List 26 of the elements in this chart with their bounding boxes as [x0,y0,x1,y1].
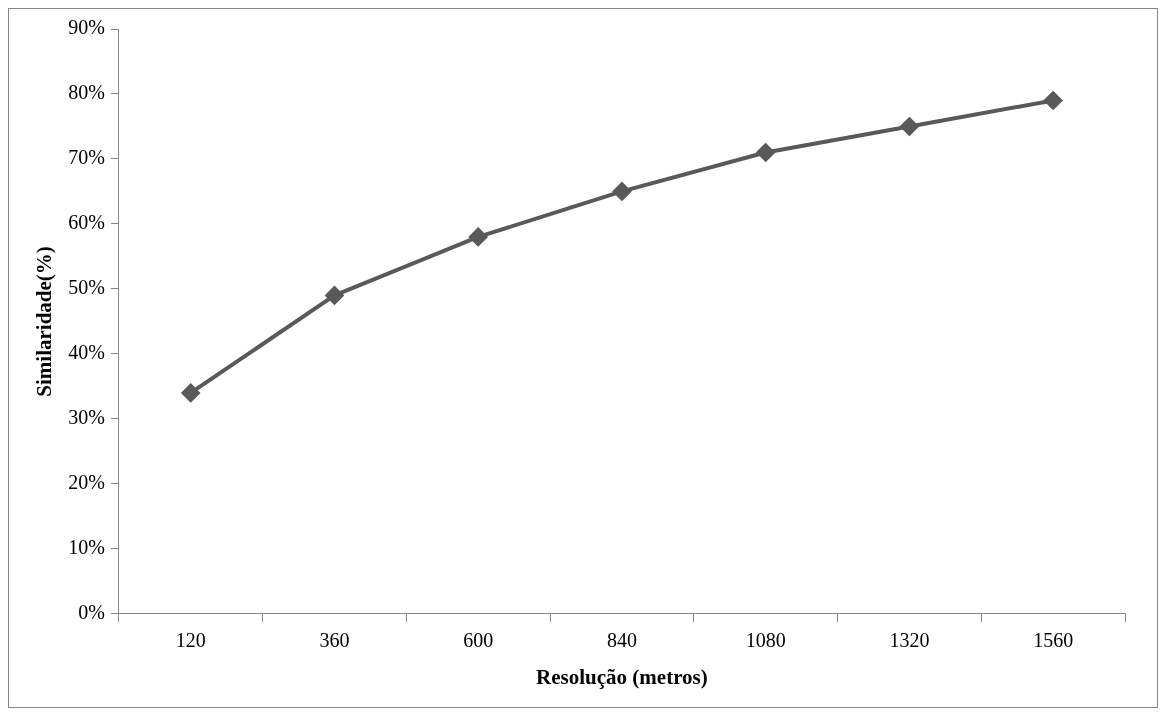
point [325,286,344,305]
x-tick-label: 360 [319,629,350,652]
point [756,143,775,162]
x-tick-label: 1560 [1033,629,1074,652]
point [181,383,200,402]
x-tick-label: 120 [175,629,206,652]
y-tick-label: 90% [68,16,105,39]
point [1044,91,1063,110]
x-tick-label: 1080 [745,629,786,652]
y-tick-label: 20% [68,471,105,494]
point [612,182,631,201]
y-tick-label: 60% [68,211,105,234]
y-tick-label: 30% [68,406,105,429]
y-tick-label: 10% [68,536,105,559]
point [469,227,488,246]
x-axis-title: Resolução (metros) [536,664,708,689]
y-tick-label: 0% [78,601,105,624]
x-tick-label: 600 [463,629,494,652]
y-tick-label: 80% [68,81,105,104]
y-tick-label: 40% [68,341,105,364]
y-tick-label: 70% [68,146,105,169]
x-tick-label: 840 [606,629,637,652]
point [900,117,919,136]
y-axis-title: Similaridade(%) [32,246,57,397]
y-tick-label: 50% [68,276,105,299]
x-tick-label: 1320 [889,629,930,652]
